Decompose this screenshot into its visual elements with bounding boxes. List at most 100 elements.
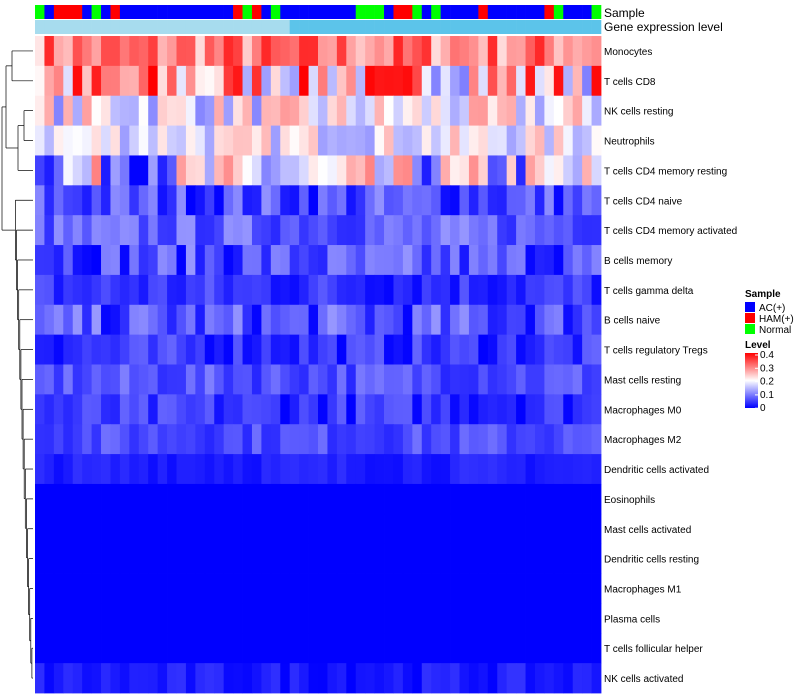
heatmap-cell (91, 364, 102, 395)
heatmap-cell (327, 573, 338, 604)
heatmap-cell (506, 245, 517, 276)
heatmap-cell (44, 454, 55, 485)
heatmap-cell (110, 334, 121, 365)
heatmap-cell (72, 36, 83, 67)
heatmap-cell (289, 573, 300, 604)
heatmap-cell (516, 513, 526, 545)
heatmap-cell (110, 95, 121, 126)
heatmap-cell (223, 36, 234, 67)
heatmap-cell (355, 245, 366, 276)
heatmap-cell (176, 513, 187, 545)
heatmap-cell (572, 36, 583, 67)
heatmap-cell (261, 633, 272, 664)
heatmap-cell (289, 394, 300, 425)
heatmap-cell (318, 155, 328, 186)
heatmap-cell (195, 304, 206, 336)
heatmap-cell (299, 125, 309, 156)
heatmap-cell (185, 573, 196, 604)
row-label: B cells memory (604, 256, 672, 267)
sample-annotation-cell (233, 5, 243, 19)
heatmap-cell (402, 304, 413, 336)
heatmap-cell (544, 215, 555, 246)
heatmap-cell (365, 633, 375, 664)
heatmap-cell (270, 454, 281, 485)
heatmap-cell (185, 185, 196, 216)
heatmap-cell (506, 603, 517, 634)
heatmap-cell (270, 573, 281, 604)
heatmap-cell (185, 633, 196, 664)
heatmap-cell (214, 603, 225, 634)
heatmap-cell (459, 65, 470, 97)
heatmap-cell (270, 483, 281, 515)
heatmap-cell (440, 95, 451, 126)
sample-annotation-cell (148, 5, 158, 19)
heatmap-cell (101, 215, 111, 246)
heatmap-cell (591, 483, 602, 515)
heatmap-cell (185, 454, 196, 485)
heatmap-cell (44, 603, 55, 634)
row-label: Macrophages M0 (604, 405, 682, 416)
heatmap-cell (450, 603, 460, 634)
heatmap-cell (35, 95, 45, 126)
heatmap-cell (167, 185, 177, 216)
heatmap-cell (176, 573, 187, 604)
heatmap-cell (534, 543, 545, 574)
heatmap-cell (365, 215, 375, 246)
heatmap-cell (468, 573, 479, 604)
heatmap-cell (110, 483, 121, 515)
heatmap-cell (91, 513, 102, 545)
heatmap-cell (421, 394, 432, 425)
gene-expression-annotation-cell (572, 20, 583, 34)
heatmap-cell (393, 394, 404, 425)
heatmap-cell (327, 215, 338, 246)
heatmap-cell (233, 274, 243, 306)
heatmap-cell (110, 304, 121, 336)
heatmap-cell (374, 65, 385, 97)
heatmap-cell (129, 125, 140, 156)
heatmap-cell (289, 454, 300, 485)
heatmap-cell (478, 95, 489, 126)
heatmap-cell (195, 424, 206, 455)
heatmap-cell (63, 65, 74, 97)
heatmap-cell (346, 36, 357, 67)
heatmap-cell (355, 483, 366, 515)
heatmap-cell (365, 185, 375, 216)
heatmap-cell (289, 513, 300, 545)
heatmap-cell (280, 125, 291, 156)
heatmap-cell (544, 304, 555, 336)
heatmap-cell (478, 543, 489, 574)
heatmap-cell (327, 245, 338, 276)
heatmap-cell (421, 125, 432, 156)
heatmap-cell (110, 424, 121, 455)
heatmap-cell (468, 36, 479, 67)
heatmap-cell (572, 424, 583, 455)
sample-annotation-cell (393, 5, 404, 19)
heatmap-cell (336, 513, 347, 545)
heatmap-cell (91, 245, 102, 276)
heatmap-cell (176, 36, 187, 67)
sample-annotation-cell (214, 5, 224, 19)
heatmap-cell (355, 95, 366, 126)
heatmap-cell (421, 215, 432, 246)
sample-annotation-cell (487, 5, 498, 19)
heatmap-cell (167, 245, 177, 276)
heatmap-cell (233, 364, 243, 395)
heatmap-cell (431, 334, 442, 365)
heatmap-cell (468, 245, 479, 276)
heatmap-cell (450, 274, 460, 306)
heatmap-cell (544, 274, 555, 306)
heatmap-cell (327, 603, 338, 634)
heatmap-cell (431, 543, 442, 574)
heatmap-cell (336, 483, 347, 515)
heatmap-cell (101, 95, 111, 126)
heatmap-cell (327, 663, 338, 694)
heatmap-cell (214, 125, 225, 156)
heatmap-cell (148, 125, 159, 156)
heatmap-cell (440, 65, 451, 97)
heatmap-cell (148, 274, 159, 306)
heatmap-cell (468, 394, 479, 425)
heatmap-cell (204, 454, 215, 485)
heatmap-cell (138, 36, 149, 67)
heatmap-cell (450, 185, 460, 216)
heatmap-cell (393, 364, 404, 395)
